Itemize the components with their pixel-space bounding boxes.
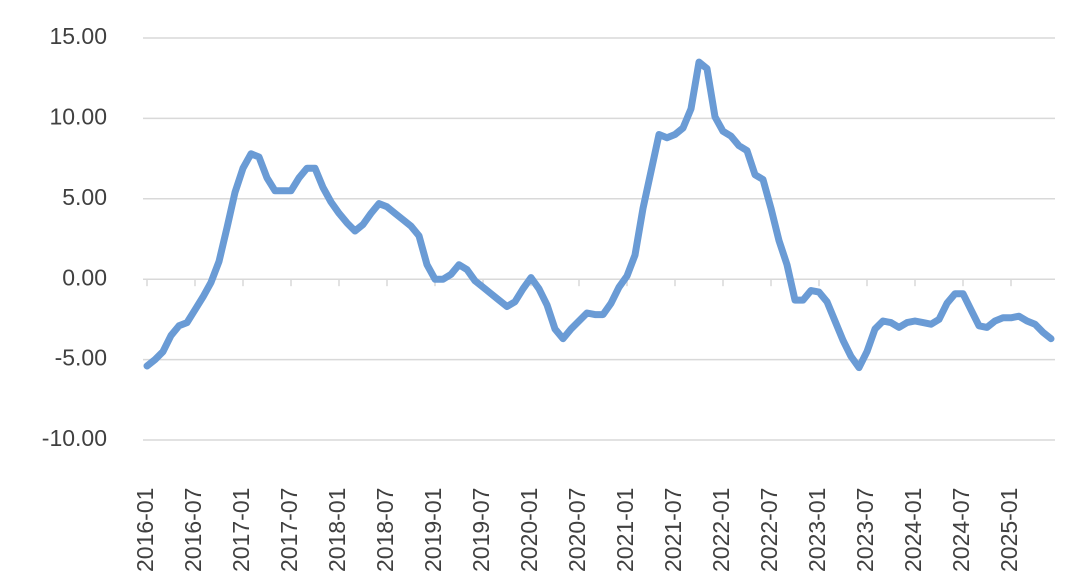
- x-tick-label: 2018-01: [324, 488, 350, 572]
- x-tick-label: 2016-01: [132, 488, 158, 572]
- x-tick-label: 2020-01: [516, 488, 542, 572]
- y-tick-label: 5.00: [62, 184, 107, 210]
- x-tick-label: 2021-01: [612, 488, 638, 572]
- x-tick-label: 2017-01: [228, 488, 254, 572]
- y-tick-label: 15.00: [49, 23, 107, 49]
- x-tick-label: 2023-07: [852, 488, 878, 572]
- x-tick-label: 2020-07: [564, 488, 590, 572]
- x-tick-label: 2017-07: [276, 488, 302, 572]
- y-tick-label: -10.00: [42, 425, 107, 451]
- x-tick-label: 2024-07: [948, 488, 974, 572]
- x-tick-label: 2018-07: [372, 488, 398, 572]
- y-tick-label: -5.00: [55, 345, 107, 371]
- x-tick-label: 2019-07: [468, 488, 494, 572]
- x-tick-label: 2024-01: [900, 488, 926, 572]
- y-tick-label: 10.00: [49, 103, 107, 129]
- x-tick-label: 2023-01: [804, 488, 830, 572]
- y-tick-label: 0.00: [62, 264, 107, 290]
- x-tick-label: 2025-01: [996, 488, 1022, 572]
- x-tick-label: 2021-07: [660, 488, 686, 572]
- x-tick-label: 2019-01: [420, 488, 446, 572]
- data-line: [143, 58, 1055, 372]
- x-tick-label: 2016-07: [180, 488, 206, 572]
- x-tick-label: 2022-01: [708, 488, 734, 572]
- x-tick-label: 2022-07: [756, 488, 782, 572]
